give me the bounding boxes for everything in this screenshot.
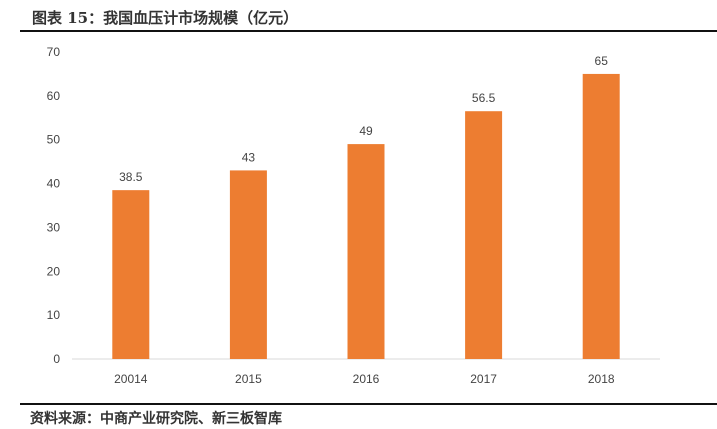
y-tick-label: 10 <box>47 308 61 322</box>
y-tick-label: 30 <box>47 220 61 234</box>
bottom-rule <box>20 403 717 405</box>
top-rule <box>20 30 717 32</box>
bar <box>229 170 267 359</box>
bar <box>465 111 503 359</box>
y-tick-label: 40 <box>47 177 61 191</box>
bar <box>112 190 150 359</box>
data-label: 65 <box>595 54 609 68</box>
bar <box>347 144 385 359</box>
source-note: 资料来源：中商产业研究院、新三板智库 <box>30 411 282 427</box>
data-label: 49 <box>359 124 373 138</box>
y-tick-label: 60 <box>47 89 61 103</box>
y-tick-label: 50 <box>47 133 61 147</box>
y-tick-label: 20 <box>47 264 61 278</box>
data-label: 43 <box>242 150 256 164</box>
y-tick-label: 0 <box>53 352 60 366</box>
x-tick-label: 2018 <box>588 372 615 386</box>
data-label: 56.5 <box>472 91 496 105</box>
bar <box>582 73 620 359</box>
x-tick-label: 2015 <box>235 372 262 386</box>
y-tick-label: 70 <box>47 45 61 59</box>
x-tick-label: 20014 <box>114 372 148 386</box>
chart-title: 图表 15：我国血压计市场规模（亿元） <box>32 9 299 27</box>
x-tick-label: 2017 <box>470 372 497 386</box>
x-tick-label: 2016 <box>353 372 380 386</box>
data-label: 38.5 <box>119 170 143 184</box>
